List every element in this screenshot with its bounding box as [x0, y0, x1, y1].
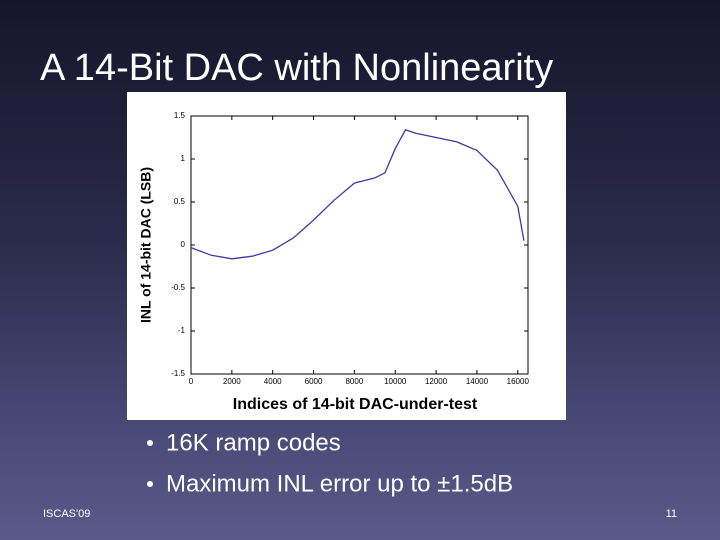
y-tick-label: 0.5 — [174, 197, 186, 206]
x-tick-label: 2000 — [223, 377, 241, 386]
inl-line — [190, 129, 525, 260]
y-tick-label: 1.5 — [174, 111, 186, 120]
slide-title: A 14-Bit DAC with Nonlinearity — [40, 47, 553, 89]
y-tick-label: -0.5 — [171, 283, 185, 292]
bullet-dot — [147, 440, 153, 446]
x-tick-label: 16000 — [507, 377, 530, 386]
bullet-dot — [147, 481, 153, 487]
x-tick-label: 10000 — [384, 377, 407, 386]
y-axis-label: INL of 14-bit DAC (LSB) — [138, 167, 154, 323]
y-tick-label: -1.5 — [171, 369, 185, 378]
footer-left: ISCAS'09 — [43, 508, 90, 520]
bullet-text: Maximum INL error up to ±1.5dB — [166, 470, 513, 497]
y-tick-label: 0 — [181, 240, 186, 249]
x-tick-label: 12000 — [425, 377, 448, 386]
x-tick-label: 6000 — [305, 377, 323, 386]
bullet-text: 16K ramp codes — [166, 429, 341, 456]
x-tick-label: 4000 — [264, 377, 282, 386]
x-tick-label: 14000 — [466, 377, 489, 386]
y-tick-label: -1 — [178, 326, 186, 335]
chart-panel — [127, 92, 566, 420]
x-tick-label: 0 — [189, 377, 194, 386]
x-tick-label: 8000 — [345, 377, 363, 386]
y-tick-label: 1 — [181, 154, 186, 163]
page-number: 11 — [666, 508, 677, 520]
x-axis-label: Indices of 14-bit DAC-under-test — [233, 396, 478, 413]
